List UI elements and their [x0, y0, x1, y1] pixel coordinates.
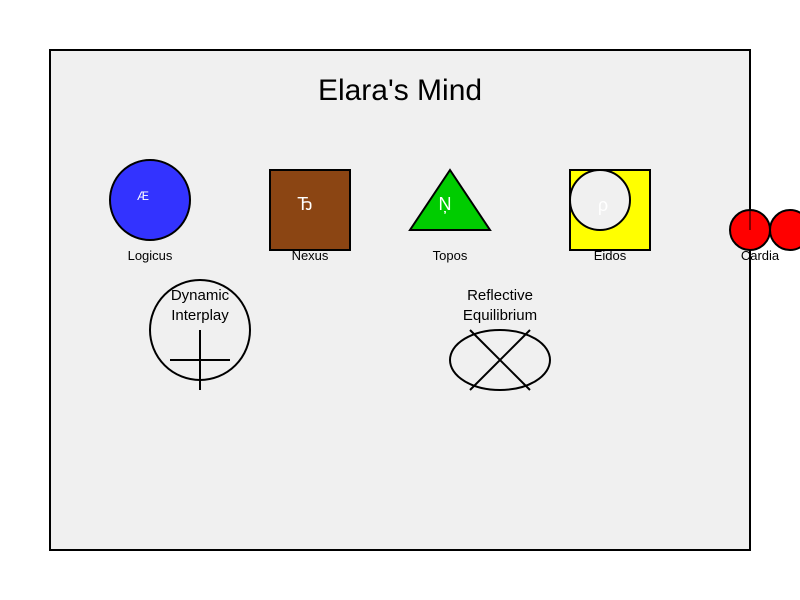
concept-reflective-equilibrium: Reflective Equilibrium — [449, 287, 551, 391]
nexus-label: Nexus — [292, 248, 329, 263]
logicus-glyph: Æ — [137, 189, 149, 203]
symbol-topos: Ņ Topos — [408, 168, 492, 263]
nexus-square — [269, 169, 351, 251]
logicus-circle — [109, 159, 191, 241]
reflective-equilibrium-label-line2: Equilibrium — [463, 307, 537, 324]
dynamic-interplay-label-line1: Dynamic — [171, 287, 230, 304]
eidos-circle — [569, 169, 631, 231]
cardia-right-lobe — [769, 209, 800, 251]
nexus-glyph: Ђ — [297, 194, 313, 214]
reflective-equilibrium-label-line1: Reflective — [467, 287, 533, 304]
eidos-glyph: ρ — [598, 195, 608, 215]
reflective-equilibrium-x-line2 — [469, 329, 531, 391]
symbol-cardia: Cardia — [729, 200, 800, 263]
logicus-label: Logicus — [128, 248, 173, 263]
topos-label: Topos — [433, 248, 468, 263]
symbol-eidos: ρ Eidos — [569, 169, 651, 263]
diagram-title: Elara's Mind — [318, 74, 482, 107]
reflective-equilibrium-ellipse — [449, 329, 551, 391]
symbol-nexus: Ђ Nexus — [269, 169, 351, 263]
symbol-logicus: Æ Logicus — [109, 159, 191, 263]
topos-glyph: Ņ — [439, 194, 452, 214]
eidos-label: Eidos — [594, 248, 627, 263]
cardia-label: Cardia — [741, 248, 780, 263]
dynamic-interplay-label-line2: Interplay — [171, 307, 229, 324]
topos-triangle — [408, 168, 492, 231]
diagram-panel-border — [49, 49, 751, 551]
concept-dynamic-interplay: Dynamic Interplay — [149, 279, 251, 390]
diagram-panel — [50, 50, 750, 550]
